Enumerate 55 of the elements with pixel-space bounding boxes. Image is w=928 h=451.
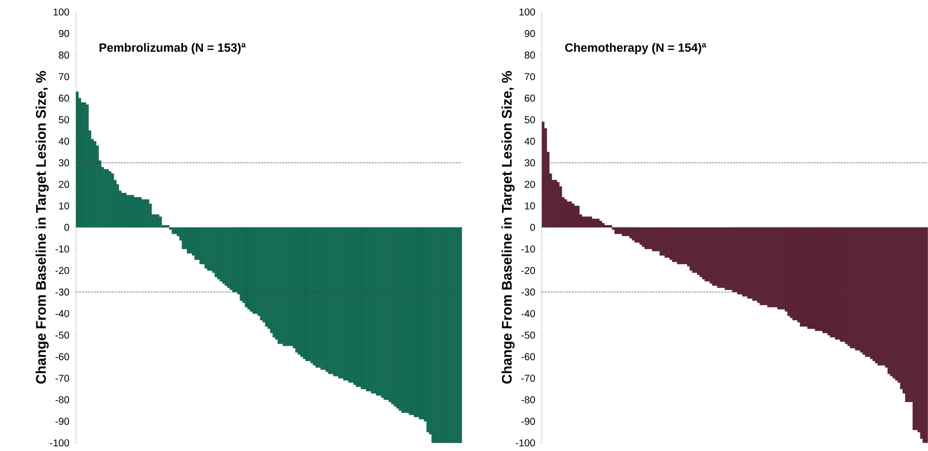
y-tick-label: 20 [524,180,535,188]
bar [459,227,462,444]
y-tick-label: 30 [58,159,70,166]
y-tick-label: -80 [521,396,535,404]
y-tick-label: 10 [59,202,70,210]
y-tick-label: -20 [521,267,535,274]
y-tick-label: 30 [524,159,535,166]
y-tick-label: -80 [56,396,70,404]
y-tick-label: -50 [521,332,535,339]
y-tick-label: 60 [524,94,535,102]
y-tick-label: -10 [521,246,535,253]
y-tick-label: -70 [521,374,535,382]
y-tick-label: -10 [56,246,70,253]
bar [164,225,167,228]
y-tick-label: 90 [524,30,535,38]
bar [166,225,170,228]
y-tick-label: -50 [56,332,70,339]
y-tick-label: -100 [516,439,535,446]
y-tick-label: 0 [64,224,70,232]
y-tick-label: -60 [521,353,535,360]
y-tick-label: -20 [56,267,70,274]
y-tick-label: -60 [56,353,70,360]
y-tick-label: -90 [521,418,535,425]
bar [169,227,172,230]
bar [176,227,180,236]
y-tick-label: -40 [56,310,70,318]
y-tick-label: 80 [58,52,70,59]
y-tick-label: 20 [58,180,70,188]
y-axis-title: Change From Baseline in Target Lesion Size, % [36,71,49,384]
bar [159,216,162,228]
y-tick-label: 10 [525,202,535,210]
y-tick-label: 80 [524,52,535,59]
bar [76,92,79,228]
y-axis-title: Change From Baseline in Target Lesion Size, % [502,71,515,384]
y-tick-label: 70 [58,73,70,80]
y-tick-label: 0 [530,224,535,232]
bar [182,227,185,250]
y-tick-label: 70 [524,73,535,80]
y-tick-label: -30 [521,288,535,296]
text: Chemotherapy (N = 154)$^{a}$ [565,43,706,54]
y-tick-label: 90 [58,30,70,38]
text: Pembrolizumab (N = 153)$^{a}$ [100,43,246,54]
y-tick-label: -30 [56,288,70,296]
y-tick-label: 50 [58,116,70,124]
y-tick-label: 60 [58,94,70,102]
y-tick-label: 100 [520,8,535,16]
y-tick-label: 50 [524,116,535,124]
y-tick-label: 100 [54,8,70,16]
y-tick-label: -40 [521,310,535,318]
y-tick-label: 40 [524,138,535,145]
y-tick-label: 40 [58,138,70,145]
y-tick-label: -90 [56,418,70,425]
y-tick-label: -100 [50,439,70,446]
bar [172,227,174,234]
y-tick-label: -70 [56,374,70,382]
